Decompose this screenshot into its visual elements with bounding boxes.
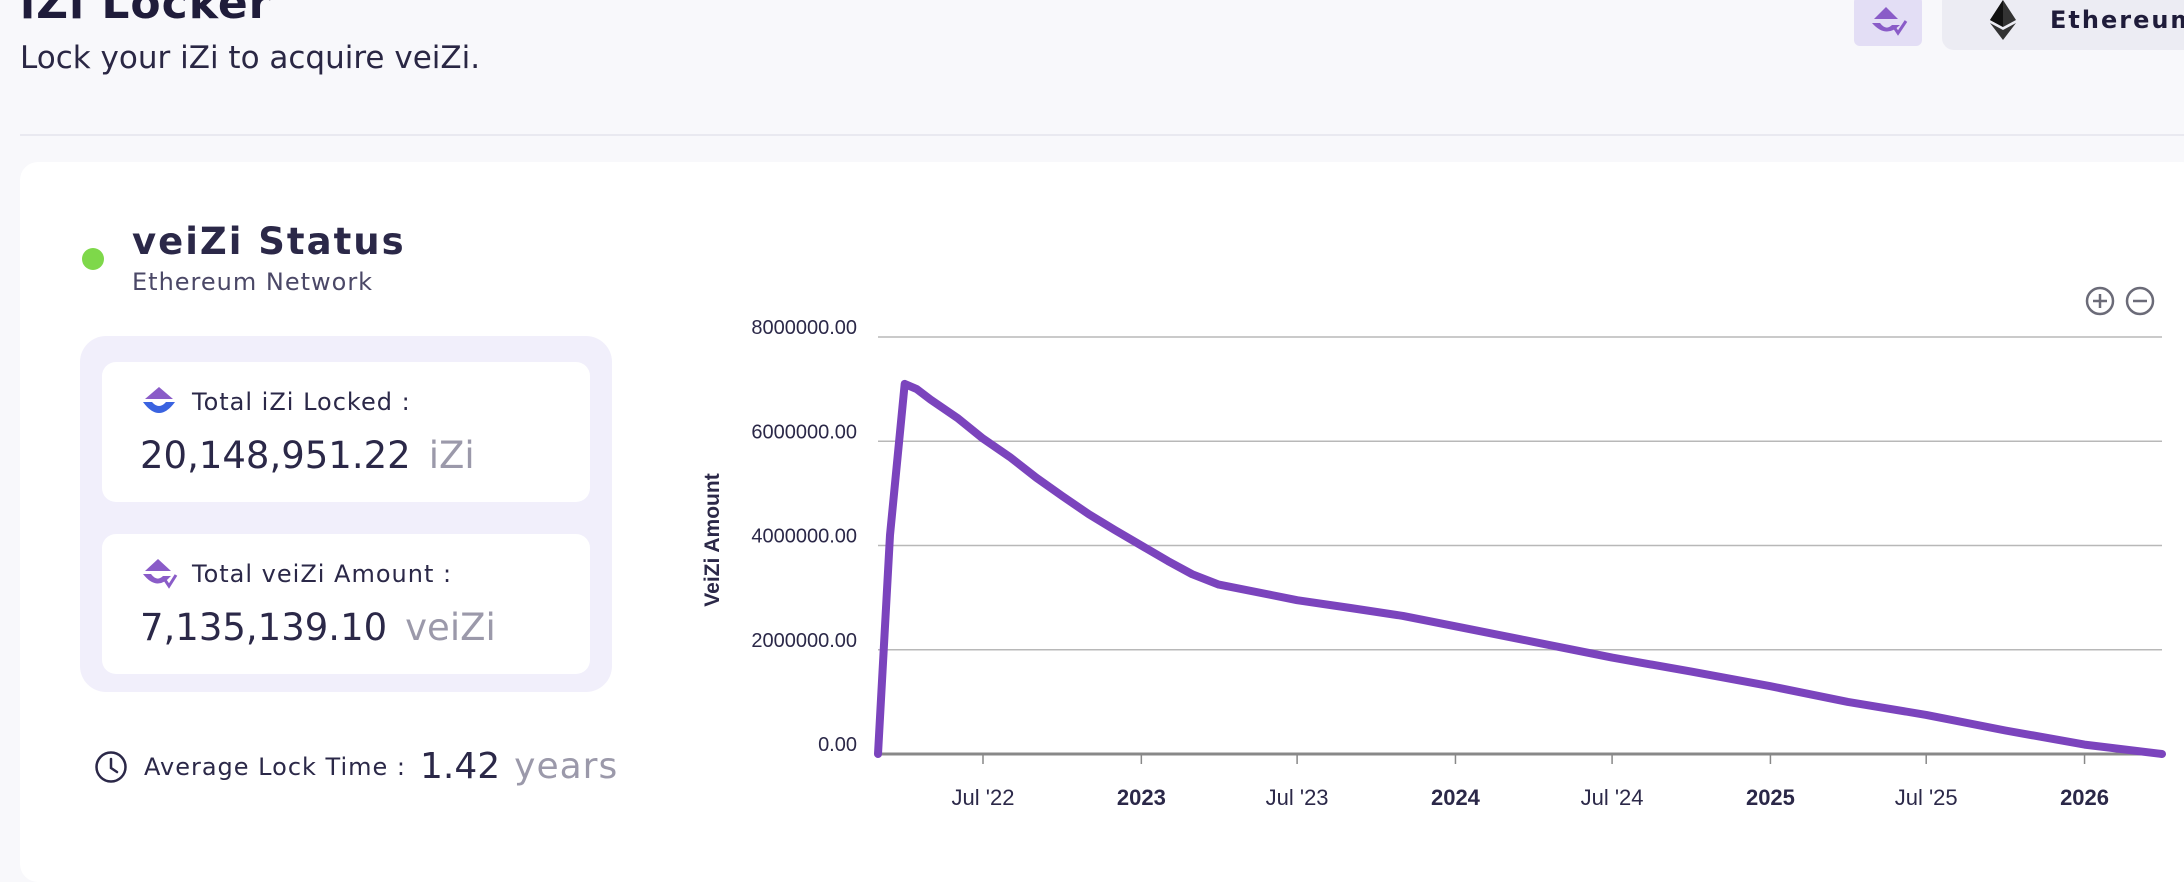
zoom-out-button[interactable]: [2125, 286, 2155, 316]
status-network: Ethereum Network: [132, 268, 374, 296]
chart-x-ticks: Jul '22 2023 Jul '23 2024 Jul '24 2025 Jul '25…: [952, 754, 2109, 810]
chart-x-tick-label: Jul '22: [952, 785, 1015, 810]
chart-series-line: [874, 379, 2166, 758]
network-selector-label: Ethereum: [2050, 6, 2184, 34]
total-izi-locked-label: Total iZi Locked :: [192, 388, 411, 416]
chart-x-tick-label: Jul '23: [1266, 785, 1329, 810]
total-veizi-amount-unit: veiZi: [405, 606, 496, 649]
average-lock-time-value: 1.42: [420, 746, 501, 787]
chart-y-tick-label: 2000000.00: [751, 630, 857, 652]
ethereum-icon: [1990, 0, 2016, 40]
chart-gridlines: [878, 336, 2162, 756]
chart-y-ticks: 0.00 2000000.00 4000000.00 6000000.00 800000…: [751, 317, 857, 756]
chart-x-tick-label: Jul '24: [1581, 785, 1644, 810]
chart-x-tick-label: 2026: [2060, 785, 2109, 810]
chart-x-tick-label: 2025: [1746, 785, 1795, 810]
page-title: iZi Locker: [20, 0, 272, 29]
total-veizi-amount-value: 7,135,139.10: [140, 606, 388, 649]
total-izi-locked-unit: iZi: [428, 434, 475, 477]
total-izi-locked-card: Total iZi Locked : 20,148,951.22 iZi: [102, 362, 590, 502]
header-divider: [20, 134, 2184, 136]
page-subtitle: Lock your iZi to acquire veiZi.: [20, 40, 481, 76]
chart-y-axis-label: VeiZi Amount: [701, 473, 724, 606]
veizi-logo-badge[interactable]: [1854, 0, 1922, 46]
chart-y-tick-label: 8000000.00: [751, 317, 857, 339]
total-veizi-amount-card: Total veiZi Amount : 7,135,139.10 veiZi: [102, 534, 590, 674]
status-title: veiZi Status: [132, 220, 406, 263]
average-lock-time: Average Lock Time : 1.42 years: [94, 746, 618, 787]
stats-panel: Total iZi Locked : 20,148,951.22 iZi Tot…: [80, 336, 612, 692]
chart-y-tick-label: 6000000.00: [751, 421, 857, 443]
total-veizi-amount-label: Total veiZi Amount :: [192, 560, 453, 588]
average-lock-time-label: Average Lock Time :: [144, 752, 406, 781]
chart-y-tick-label: 4000000.00: [751, 526, 857, 548]
network-selector-button[interactable]: Ethereum: [1942, 0, 2184, 50]
veizi-logo-icon: [143, 559, 178, 589]
average-lock-time-unit: years: [514, 746, 619, 787]
veizi-logo-icon: [1872, 7, 1908, 36]
chart-x-tick-label: Jul '25: [1895, 785, 1958, 810]
total-izi-locked-value: 20,148,951.22: [140, 434, 411, 477]
chart-x-tick-label: 2024: [1431, 785, 1481, 810]
status-indicator-dot: [82, 248, 104, 270]
zoom-in-button[interactable]: [2085, 286, 2115, 316]
chart-y-tick-label: 0.00: [818, 734, 857, 756]
veizi-amount-chart: 0.00 2000000.00 4000000.00 6000000.00 800000…: [701, 286, 2166, 810]
clock-icon: [95, 750, 127, 783]
chart-x-tick-label: 2023: [1117, 785, 1166, 810]
izi-logo-icon: [143, 387, 175, 413]
